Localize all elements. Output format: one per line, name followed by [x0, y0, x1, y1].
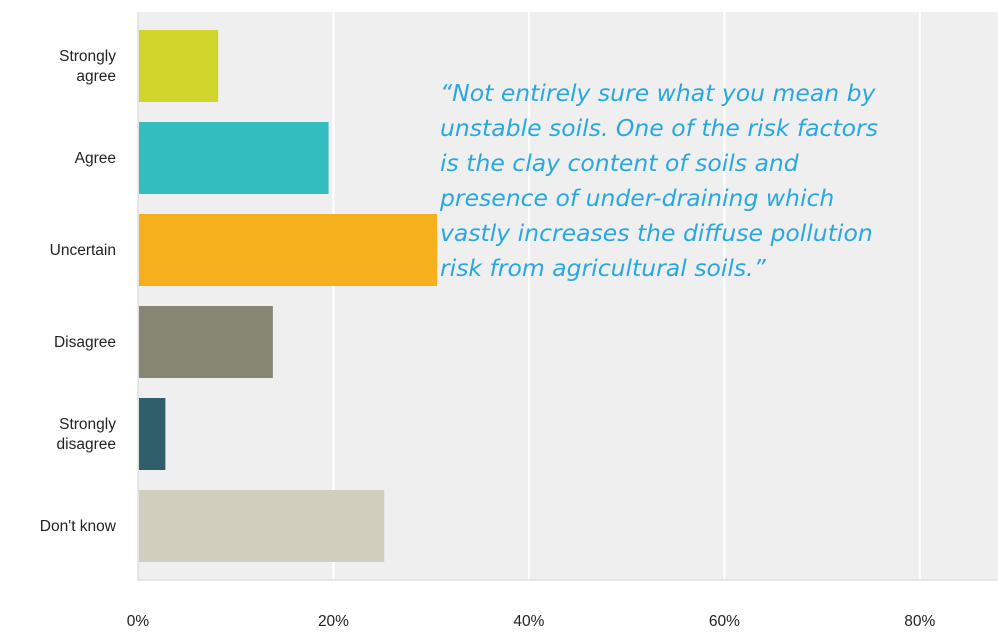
x-tick-label: 40%	[513, 613, 544, 630]
category-label: Strongly agree	[59, 48, 116, 85]
category-label-line: Agree	[75, 150, 116, 167]
category-labels: Strongly agree Agree Uncertain Disagree Stron…	[40, 48, 117, 535]
category-label: Strongly disagree	[57, 416, 117, 453]
bar-disagree	[139, 306, 273, 378]
category-label-line: Strongly	[59, 48, 116, 65]
category-label: Agree	[75, 150, 116, 167]
category-label-line: Uncertain	[50, 242, 116, 259]
category-label: Don't know	[40, 518, 117, 535]
bar-agree	[139, 122, 329, 194]
x-tick-label: 60%	[709, 613, 740, 630]
bars	[139, 30, 438, 562]
x-tick-labels: 0% 20% 40% 60% 80%	[127, 613, 936, 630]
quote-line: is the clay content of soils and	[440, 149, 799, 177]
bar-don-t-know	[139, 490, 385, 562]
respondent-quote: “Not entirely sure what you mean by unst…	[440, 76, 996, 286]
x-tick-label: 20%	[318, 613, 349, 630]
quote-line: presence of under-draining which	[440, 184, 835, 212]
quote-line: unstable soils. One of the risk factors	[440, 114, 878, 142]
bar-strongly-disagree	[139, 398, 166, 470]
x-tick-label: 80%	[904, 613, 935, 630]
bar-strongly-agree	[139, 30, 219, 102]
x-tick-label: 0%	[127, 613, 150, 630]
category-label-line: agree	[76, 68, 116, 85]
category-label-line: Disagree	[54, 334, 116, 351]
category-label: Uncertain	[50, 242, 116, 259]
category-label: Disagree	[54, 334, 116, 351]
quote-line: risk from agricultural soils.”	[440, 254, 766, 282]
plot-background	[138, 12, 998, 580]
bar-uncertain	[139, 214, 438, 286]
quote-line: “Not entirely sure what you mean by	[440, 79, 876, 107]
quote-line: vastly increases the diffuse pollution	[440, 219, 873, 247]
category-label-line: disagree	[57, 436, 116, 453]
category-label-line: Strongly	[59, 416, 116, 433]
category-label-line: Don't know	[40, 518, 117, 535]
gridlines	[332, 12, 921, 580]
